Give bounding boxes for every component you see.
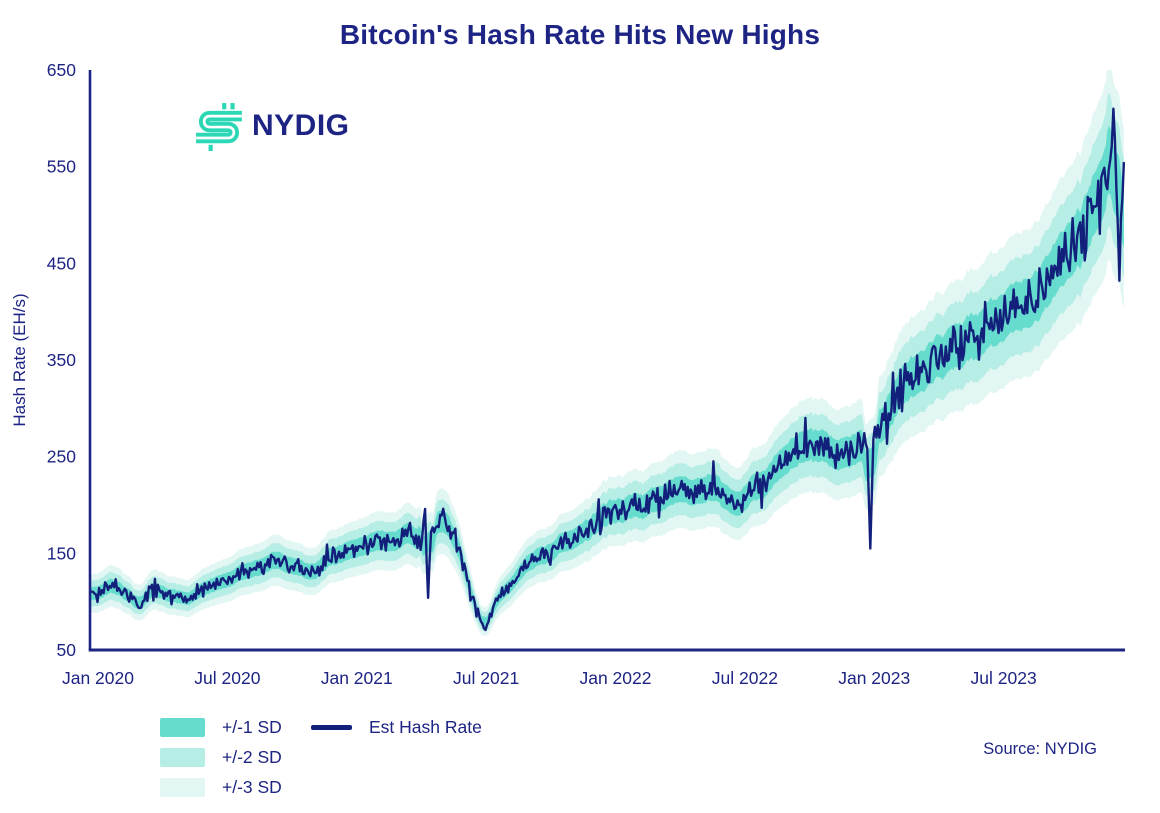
y-tick-label: 350 xyxy=(47,350,76,370)
x-tick-label: Jan 2022 xyxy=(579,668,651,688)
legend-item-1sd: +/-1 SD xyxy=(160,717,282,737)
legend-item-est-hash-rate: Est Hash Rate xyxy=(311,717,482,737)
y-axis-label: Hash Rate (EH/s) xyxy=(10,293,29,426)
chart-title: Bitcoin's Hash Rate Hits New Highs xyxy=(339,19,821,50)
y-tick-label: 550 xyxy=(47,157,76,177)
x-tick-label: Jul 2020 xyxy=(194,668,260,688)
legend-bands: +/-1 SD +/-2 SD +/-3 SD xyxy=(160,717,282,808)
band-2sd-swatch xyxy=(160,748,205,767)
band-1sd-swatch xyxy=(160,718,205,737)
source-note: Source: NYDIG xyxy=(983,740,1097,758)
est-hash-rate-swatch xyxy=(311,725,352,730)
band-2sd-label: +/-2 SD xyxy=(222,747,282,767)
band-3sd-swatch xyxy=(160,778,205,797)
x-tick-label: Jan 2021 xyxy=(321,668,393,688)
y-tick-label: 50 xyxy=(57,640,77,660)
band-1sd-label: +/-1 SD xyxy=(222,717,282,737)
y-tick-label: 150 xyxy=(47,543,76,563)
nydig-logo-icon xyxy=(196,103,242,151)
y-tick-label: 450 xyxy=(47,253,76,273)
nydig-logo-text: NYDIG xyxy=(252,109,350,142)
x-tick-label: Jul 2022 xyxy=(712,668,778,688)
x-tick-label: Jan 2020 xyxy=(62,668,134,688)
x-tick-label: Jan 2023 xyxy=(838,668,910,688)
y-tick-label: 650 xyxy=(47,60,76,80)
est-hash-rate-label: Est Hash Rate xyxy=(369,717,482,737)
legend-item-3sd: +/-3 SD xyxy=(160,777,282,797)
legend-item-2sd: +/-2 SD xyxy=(160,747,282,767)
x-tick-label: Jul 2021 xyxy=(453,668,519,688)
x-tick-label: Jul 2023 xyxy=(971,668,1037,688)
y-tick-label: 250 xyxy=(47,447,76,467)
nydig-logo: NYDIG xyxy=(194,101,350,151)
band-3sd-label: +/-3 SD xyxy=(222,777,282,797)
